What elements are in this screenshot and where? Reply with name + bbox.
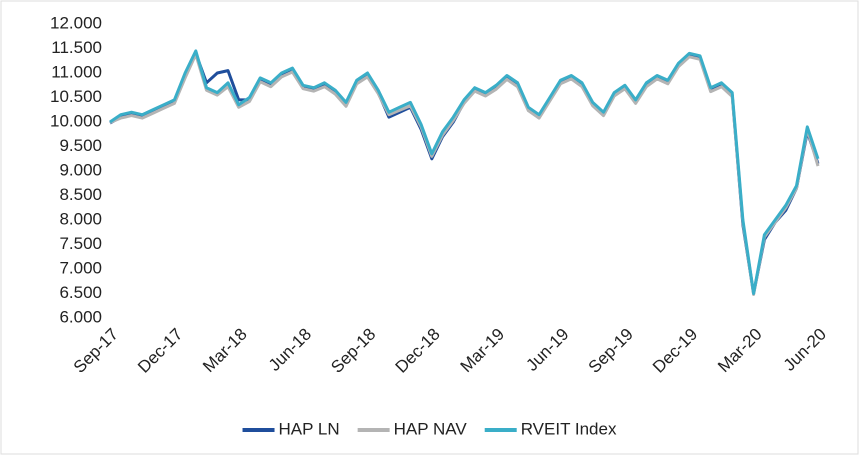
x-tick-label: Sep-18 (327, 325, 379, 377)
line-series (109, 51, 820, 295)
y-tick-label: 10.500 (50, 87, 102, 106)
y-tick-label: 6.500 (59, 283, 102, 302)
y-tick-label: 9.000 (59, 160, 102, 179)
x-tick-label: Dec-19 (649, 325, 701, 377)
y-tick-label: 11.000 (51, 62, 102, 81)
y-tick-label: 8.000 (59, 209, 102, 228)
y-tick-label: 12.000 (50, 13, 102, 32)
x-tick-label: Sep-17 (70, 325, 122, 377)
x-tick-label: Mar-20 (714, 325, 766, 377)
line-series (109, 49, 820, 295)
y-tick-label: 9.500 (59, 136, 102, 155)
x-tick-label: Jun-19 (522, 325, 572, 375)
x-tick-label: Dec-18 (392, 325, 444, 377)
x-tick-label: Jun-18 (265, 325, 315, 375)
line-series (109, 52, 820, 296)
y-tick-label: 10.000 (50, 111, 102, 130)
x-tick-label: Dec-17 (134, 325, 186, 377)
y-tick-label: 6.000 (59, 307, 102, 326)
x-tick-label: Mar-19 (457, 325, 509, 377)
legend-label: RVEIT Index (521, 419, 617, 438)
y-tick-label: 11.500 (51, 38, 102, 57)
x-tick-label: Sep-19 (585, 325, 637, 377)
legend-label: HAP LN (279, 419, 340, 438)
x-tick-label: Jun-20 (780, 325, 830, 375)
y-tick-label: 7.500 (59, 234, 102, 253)
legend-label: HAP NAV (394, 419, 468, 438)
y-tick-label: 7.000 (59, 258, 102, 277)
x-tick-label: Mar-18 (199, 325, 251, 377)
y-tick-label: 8.500 (59, 185, 102, 204)
